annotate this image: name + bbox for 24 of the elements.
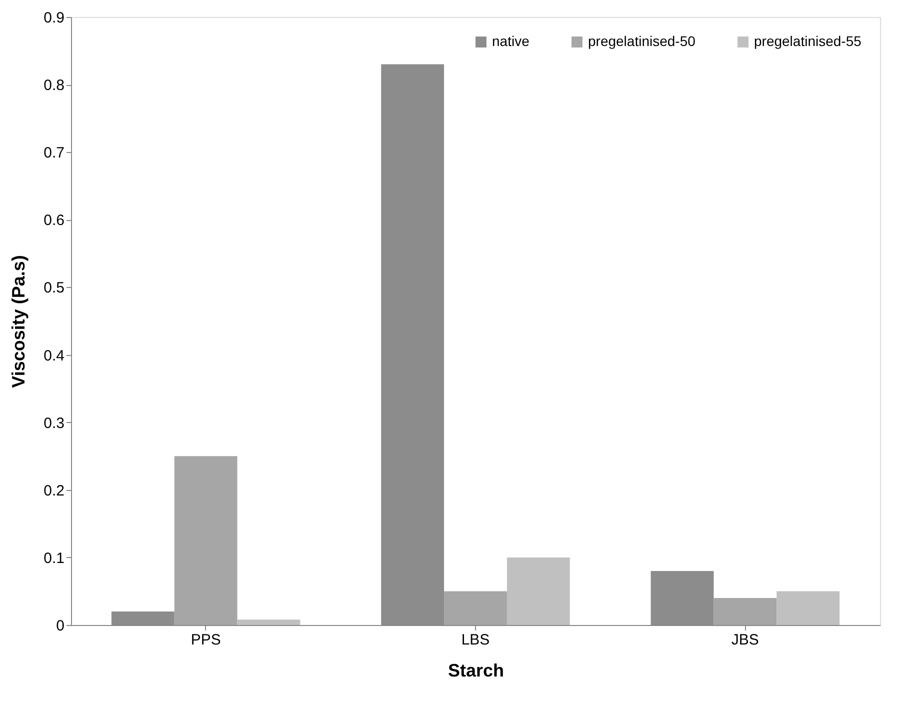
y-axis-title: Viscosity (Pa.s) [8,255,29,388]
y-tick-label: 0.2 [44,482,64,500]
y-tick-label: 0.1 [44,550,64,567]
y-tick-label: 0 [56,618,64,634]
x-axis-title: Starch [448,660,504,680]
y-tick-label: 0.9 [44,10,64,26]
bar [237,620,300,625]
legend-label: pregelatinised-55 [754,33,862,49]
bar [444,591,507,625]
y-tick-label: 0.3 [44,414,64,432]
x-tick-label: JBS [731,632,759,648]
x-tick-label: LBS [461,632,490,648]
bar [714,598,777,625]
y-tick-label: 0.5 [44,280,64,297]
bar [506,557,570,625]
legend-label: pregelatinised-50 [588,33,696,49]
y-tick-label: 0.4 [44,347,64,364]
x-tick-label: PPS [190,632,221,648]
bar [174,456,238,625]
legend-label: native [492,33,530,49]
y-tick-label: 0.8 [44,77,64,94]
y-tick-label: 0.6 [44,212,64,230]
bar [776,591,840,625]
y-tick-label: 0.7 [44,144,64,162]
